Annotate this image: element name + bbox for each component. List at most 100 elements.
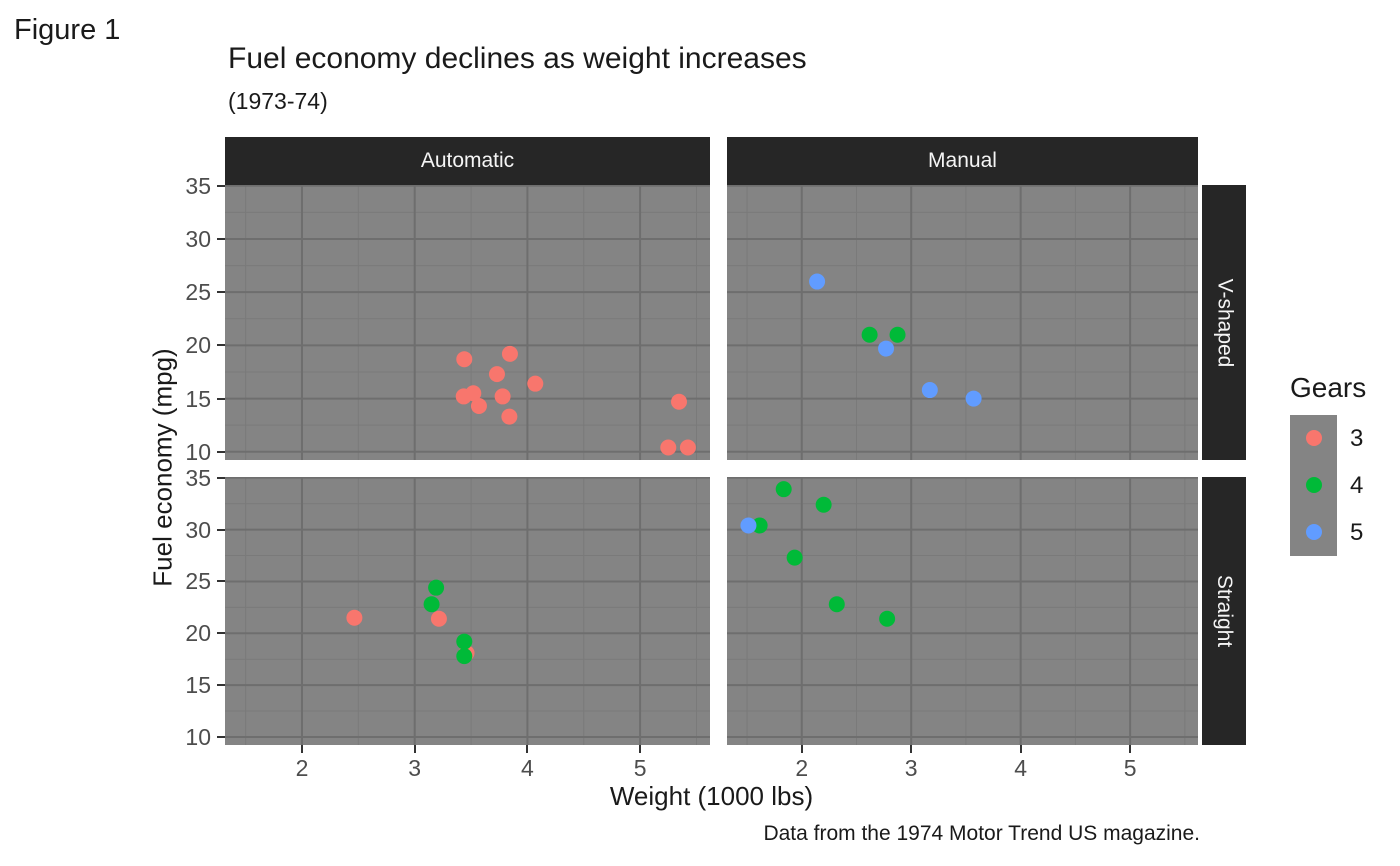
y-tick-mark (217, 476, 225, 479)
y-tick-label: 25 (185, 568, 211, 595)
facet-strip-v-shaped: V-shaped (1202, 185, 1246, 460)
x-tick-mark (1019, 745, 1022, 753)
legend-label-gear-4: 4 (1350, 472, 1364, 499)
chart-subtitle: (1973-74) (228, 88, 328, 114)
x-tick-label: 2 (795, 755, 809, 781)
facet-strip-automatic-label: Automatic (420, 149, 515, 172)
data-point (346, 609, 363, 626)
data-point (775, 481, 792, 498)
y-tick-label: 25 (185, 279, 211, 306)
data-point (751, 517, 768, 534)
data-point (861, 326, 878, 343)
caption: Data from the 1974 Motor Trend US magazi… (763, 822, 1200, 845)
x-tick-mark (526, 745, 529, 753)
y-tick-label: 30 (185, 225, 211, 252)
legend-dot-gear-5 (1305, 524, 1322, 540)
x-tick-label: 5 (1123, 755, 1137, 781)
panel-canvas (727, 185, 1198, 460)
facet-strip-straight-label: Straight (1213, 574, 1236, 648)
y-tick-label: 20 (185, 332, 211, 359)
y-tick-label: 15 (185, 385, 211, 412)
y-tick-mark (217, 344, 225, 347)
data-point (527, 375, 544, 392)
data-point (879, 610, 896, 627)
y-tick-label: 10 (185, 723, 211, 750)
data-point (921, 382, 938, 399)
y-tick-mark (217, 632, 225, 635)
x-tick-label: 3 (408, 755, 422, 781)
panel-canvas (225, 185, 710, 460)
y-tick-label: 30 (185, 516, 211, 543)
chart-title: Fuel economy declines as weight increase… (228, 42, 807, 75)
legend-label-gear-5: 5 (1350, 519, 1364, 546)
data-point (455, 388, 472, 405)
data-point (786, 549, 803, 566)
data-point (456, 648, 473, 665)
x-tick-label: 5 (633, 755, 647, 781)
x-tick-label: 4 (521, 755, 534, 781)
facet-strip-automatic: Automatic (225, 137, 710, 185)
y-tick-mark (217, 528, 225, 531)
facet-strip-manual: Manual (727, 137, 1198, 185)
x-tick-mark (1129, 745, 1132, 753)
legend-dot-gear-3 (1305, 430, 1322, 446)
figure-label: Figure 1 (14, 14, 121, 46)
data-point (679, 439, 696, 456)
x-tick-mark (910, 745, 913, 753)
panel-automatic-v-shaped (225, 185, 710, 460)
facet-strip-manual-label: Manual (928, 149, 997, 172)
data-point (501, 345, 518, 362)
data-point (494, 388, 511, 405)
panel-canvas (727, 477, 1198, 745)
y-tick-label: 35 (185, 464, 211, 491)
facet-strip-straight: Straight (1202, 477, 1246, 745)
panel-canvas (225, 477, 710, 745)
legend-label-gear-3: 3 (1350, 425, 1364, 452)
y-tick-mark (217, 397, 225, 400)
legend-title: Gears (1290, 372, 1367, 403)
y-tick-label: 15 (185, 672, 211, 699)
panel-manual-straight (727, 477, 1198, 745)
x-tick-label: 2 (295, 755, 309, 781)
y-tick-label: 35 (185, 172, 211, 199)
data-point (456, 351, 473, 368)
y-tick-label: 20 (185, 620, 211, 647)
x-tick-label: 3 (904, 755, 918, 781)
data-point (470, 398, 487, 415)
data-point (815, 496, 832, 513)
y-tick-mark (217, 684, 225, 687)
panel-automatic-straight (225, 477, 710, 745)
data-point (740, 517, 757, 534)
data-point (828, 596, 845, 613)
data-point (671, 393, 688, 410)
data-point (660, 439, 677, 456)
data-point (488, 366, 505, 383)
y-tick-mark (217, 450, 225, 453)
panel-manual-v-shaped (727, 185, 1198, 460)
legend-keys (1290, 415, 1337, 556)
x-tick-mark (639, 745, 642, 753)
x-axis-title: Weight (1000 lbs) (609, 781, 814, 811)
data-point (878, 340, 895, 357)
x-tick-label: 4 (1014, 755, 1028, 781)
data-point (501, 408, 518, 425)
y-tick-label: 10 (185, 438, 211, 465)
y-tick-mark (217, 237, 225, 240)
facet-strip-v-shaped-label: V-shaped (1213, 278, 1236, 367)
x-tick-mark (800, 745, 803, 753)
x-tick-mark (413, 745, 416, 753)
x-tick-mark (300, 745, 303, 753)
y-tick-mark (217, 184, 225, 187)
y-tick-mark (217, 580, 225, 583)
data-point (430, 610, 447, 627)
data-point (428, 579, 445, 596)
data-point (889, 326, 906, 343)
legend-dot-gear-4 (1305, 477, 1322, 493)
data-point (965, 390, 982, 407)
data-point (423, 596, 440, 613)
y-tick-mark (217, 291, 225, 294)
data-point (456, 633, 473, 650)
data-point (809, 273, 826, 290)
y-tick-mark (217, 735, 225, 738)
